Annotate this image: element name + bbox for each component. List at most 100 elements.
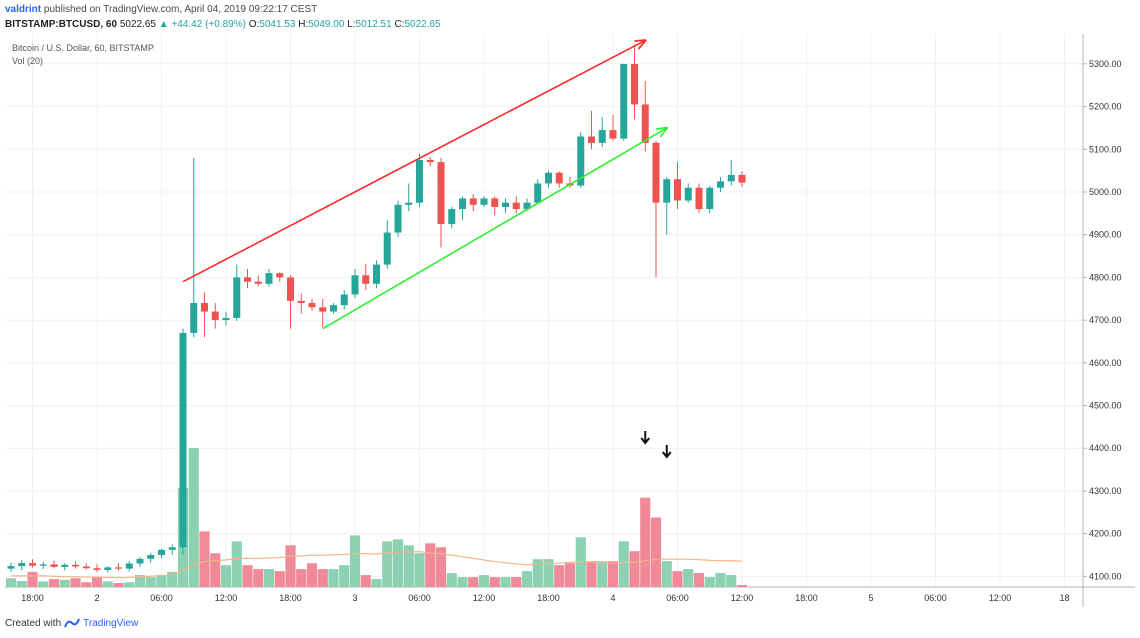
volume-bar [607, 561, 619, 587]
tradingview-brand[interactable]: TradingView [83, 618, 139, 629]
volume-bar [70, 578, 81, 587]
candle [588, 110, 595, 150]
volume-bar [554, 565, 565, 587]
candle [706, 185, 714, 214]
last-price: 5022.65 [119, 19, 156, 30]
candle [426, 156, 434, 167]
volume-bar [435, 547, 447, 587]
volume-bar [478, 575, 490, 587]
volume-bar [650, 517, 662, 587]
lower-trendline [322, 128, 667, 330]
candle-body [276, 273, 284, 278]
candle [459, 196, 466, 220]
candle [287, 275, 294, 329]
candle [491, 196, 499, 216]
candle-body [405, 202, 413, 205]
candle [738, 171, 746, 187]
y-tick-label: 5300.00 [1089, 59, 1122, 69]
volume-bar [27, 571, 38, 587]
volume-bar [145, 577, 156, 587]
x-tick-label: 18 [1059, 593, 1069, 603]
candle-body [244, 277, 251, 282]
x-tick-label: 2 [94, 593, 99, 603]
candle-body [459, 198, 466, 210]
publish-info: valdrint published on TradingView.com, A… [5, 4, 317, 15]
x-tick-label: 18:00 [279, 593, 302, 603]
candle [7, 562, 15, 573]
volume-bar [124, 582, 135, 587]
candle [125, 560, 133, 572]
price-chart[interactable]: 4100.00 4200.00 4300.00 4400.00 4500.00 4600.… [5, 34, 1135, 607]
candle-body [82, 566, 90, 569]
x-tick-label: 18:00 [537, 593, 560, 603]
candle-body [727, 174, 735, 182]
x-tick-label: 06:00 [150, 593, 173, 603]
candle [545, 170, 552, 188]
candle-body [201, 303, 208, 312]
candle [265, 268, 273, 287]
x-tick-label: 18:00 [795, 593, 818, 603]
volume-bar [102, 581, 113, 587]
volume-bar [446, 573, 457, 587]
candle-body [18, 563, 26, 567]
upper-trendline [182, 40, 645, 283]
open-label: O: [248, 19, 260, 30]
volume-bar [48, 579, 60, 587]
candle-body [125, 563, 133, 569]
candle [534, 179, 542, 204]
volume-bar [91, 577, 103, 587]
candle-body [695, 187, 703, 210]
volume-bar [425, 543, 436, 587]
candle [631, 44, 638, 120]
chart-area[interactable]: 4100.00 4200.00 4300.00 4400.00 4500.00 4600.… [5, 34, 1135, 607]
y-tick-label: 4400.00 [1089, 443, 1122, 453]
candle-body [115, 567, 122, 569]
candle [147, 552, 155, 563]
volume-bar [715, 573, 726, 587]
candle-body [136, 558, 144, 564]
candle-body [577, 136, 585, 186]
candle [93, 564, 101, 573]
candle [190, 157, 198, 338]
volume-bar [263, 569, 275, 587]
candle [502, 198, 509, 214]
candle-body [254, 281, 262, 284]
x-tick-label: 3 [352, 593, 357, 603]
volume-bar [489, 577, 500, 587]
volume-bar [511, 577, 522, 587]
volume-legend: Vol (20) [12, 56, 44, 66]
candle-body [211, 311, 219, 321]
volume-bars [5, 447, 748, 587]
x-tick-label: 12:00 [989, 593, 1012, 603]
x-tick-label: 06:00 [666, 593, 689, 603]
candle [211, 303, 219, 329]
volume-bar [242, 565, 253, 587]
y-tick-label: 4500.00 [1089, 401, 1122, 411]
candle-body [555, 172, 563, 184]
chart-legend-title: Bitcoin / U.S. Dollar, 60, BITSTAMP [12, 43, 154, 53]
volume-bar [618, 541, 629, 587]
volume-bar [500, 577, 511, 587]
volume-bar [16, 581, 27, 587]
candle [695, 183, 703, 214]
volume-bar [220, 565, 232, 587]
high-value: 5049.00 [308, 19, 345, 30]
volume-bar [382, 541, 393, 587]
candle-body [287, 277, 294, 301]
volume-bar [113, 583, 124, 587]
y-tick-label: 4300.00 [1089, 486, 1122, 496]
candle-body [674, 179, 681, 201]
y-tick-label: 5000.00 [1089, 187, 1122, 197]
candle [512, 196, 520, 214]
candle-body [50, 564, 58, 567]
candle-body [717, 181, 724, 188]
candle [72, 561, 79, 569]
candle [297, 293, 305, 314]
volume-bar [167, 571, 178, 587]
author-name[interactable]: valdrint [5, 4, 42, 15]
candle [158, 548, 165, 559]
candle [308, 298, 316, 311]
y-tick-label: 4100.00 [1089, 571, 1122, 581]
x-tick-label: 06:00 [924, 593, 947, 603]
y-tick-label: 4200.00 [1089, 529, 1122, 539]
